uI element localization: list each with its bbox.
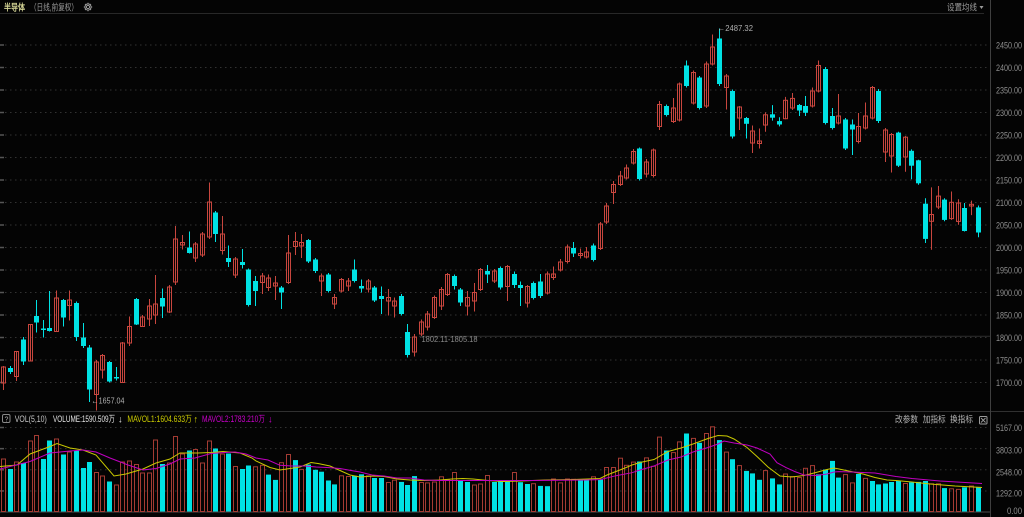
svg-text:VOL(5,10): VOL(5,10) (15, 414, 47, 424)
svg-text:2250.00: 2250.00 (996, 131, 1022, 142)
svg-text:2350.00: 2350.00 (996, 86, 1022, 97)
svg-text:VOLUME:1590.509万: VOLUME:1590.509万 (53, 414, 115, 424)
svg-text:0.00: 0.00 (1007, 506, 1022, 517)
svg-text:2100.00: 2100.00 (996, 198, 1022, 209)
svg-text:改参数: 改参数 (895, 414, 918, 425)
svg-text:2000.00: 2000.00 (996, 243, 1022, 254)
svg-text:MAVOL2:1783.210万: MAVOL2:1783.210万 (202, 414, 265, 424)
svg-text:1292.00: 1292.00 (996, 489, 1022, 500)
svg-text:加指标: 加指标 (923, 414, 946, 425)
svg-text:2200.00: 2200.00 (996, 153, 1022, 164)
svg-text:MAVOL1:1604.633万: MAVOL1:1604.633万 (127, 414, 191, 424)
svg-text:3803.00: 3803.00 (996, 445, 1022, 456)
svg-text:5167.00: 5167.00 (996, 423, 1022, 434)
svg-text:2450.00: 2450.00 (996, 41, 1022, 52)
svg-text:←2487.32: ←2487.32 (718, 23, 754, 33)
svg-text:2150.00: 2150.00 (996, 176, 1022, 187)
svg-text:2050.00: 2050.00 (996, 221, 1022, 232)
svg-text:↓: ↓ (118, 415, 123, 426)
svg-text:设置均线: 设置均线 (947, 2, 977, 13)
svg-text:2300.00: 2300.00 (996, 108, 1022, 119)
svg-text:（日线,前复权）: （日线,前复权） (30, 2, 78, 13)
svg-text:半导体: 半导体 (4, 2, 26, 13)
svg-text:1950.00: 1950.00 (996, 266, 1022, 277)
svg-text:1802.11-1805.18: 1802.11-1805.18 (422, 334, 478, 344)
svg-text:1900.00: 1900.00 (996, 288, 1022, 299)
svg-text:1750.00: 1750.00 (996, 356, 1022, 367)
svg-text:1800.00: 1800.00 (996, 333, 1022, 344)
svg-text:1850.00: 1850.00 (996, 311, 1022, 322)
svg-text:?: ? (5, 417, 9, 424)
svg-text:2548.00: 2548.00 (996, 467, 1022, 478)
svg-text:1700.00: 1700.00 (996, 378, 1022, 389)
svg-text:←1657.04: ←1657.04 (92, 396, 125, 406)
svg-text:↓: ↓ (268, 415, 273, 426)
svg-text:↑: ↑ (194, 415, 199, 426)
svg-text:换指标: 换指标 (950, 414, 973, 425)
svg-text:2400.00: 2400.00 (996, 63, 1022, 74)
